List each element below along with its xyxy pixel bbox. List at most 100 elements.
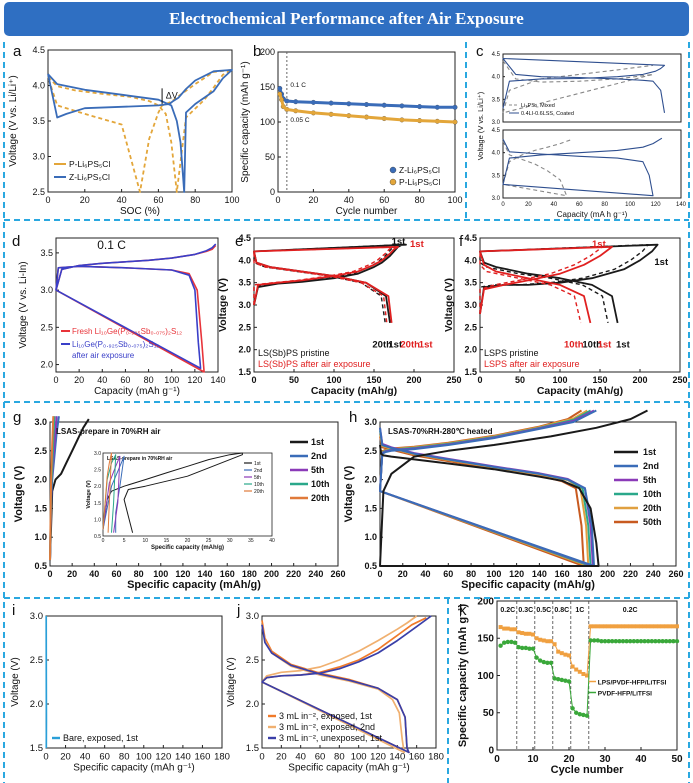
y-tick-label: 1.5	[246, 743, 259, 754]
panel-label: j	[236, 602, 240, 619]
x-tick-label: 40	[89, 569, 99, 579]
x-tick-label: 250	[672, 375, 687, 385]
legend-label: 3 mL in⁻², unexposed, 1st	[279, 733, 382, 743]
y-tick-label: 3.0	[32, 152, 45, 162]
x-tick-label: 120	[155, 752, 171, 763]
legend-label: LS(Sb)PS after air exposure	[258, 359, 371, 369]
legend-label: 20th	[643, 503, 662, 513]
series-line	[261, 615, 418, 754]
legend-label: after air exposure	[72, 351, 135, 360]
y-tick-label: 1.5	[238, 367, 251, 377]
y-tick-label: 3.5	[492, 97, 501, 103]
x-tick-label: 180	[242, 569, 257, 579]
x-tick-label: 100	[351, 752, 367, 763]
y-axis-label: Voltage (V vs. Li/Li⁺)	[476, 91, 485, 160]
y-tick-label: 1.5	[364, 503, 377, 513]
y-tick-label: 4.5	[32, 45, 45, 55]
y-tick-label: 2.0	[40, 360, 53, 370]
panel-label: f	[459, 233, 464, 250]
panel-k: k 0 10 20 30 40 50 0 50 100 150 200 Cycle number Spec…	[457, 596, 683, 776]
y-tick-label: 100	[477, 671, 494, 682]
legend-label: LSPS pristine	[484, 348, 539, 358]
series-line	[49, 416, 55, 561]
curve-label: 10th	[564, 339, 584, 350]
series-line	[502, 57, 666, 113]
x-tick-label: 150	[366, 375, 381, 385]
y-tick-label: 3.0	[34, 417, 47, 427]
x-axis-label: Specific capacity (mAh g⁻¹)	[73, 763, 194, 774]
series-line	[49, 418, 90, 561]
x-tick-label: 40	[635, 754, 647, 765]
x-axis-label: Cycle number	[336, 206, 398, 217]
x-tick-label: 180	[214, 752, 230, 763]
x-tick-label: 60	[153, 195, 163, 205]
legend-label: 10th	[643, 489, 662, 499]
x-tick-label: 40	[421, 569, 431, 579]
curve-label: 20th	[400, 339, 420, 350]
y-tick-label: 4.5	[492, 128, 501, 134]
curve-label: 20th	[372, 339, 392, 350]
x-tick-label: 60	[443, 569, 453, 579]
inset-frame	[102, 452, 273, 537]
y-tick-label: 3.5	[32, 116, 45, 126]
x-tick-label: 250	[446, 375, 461, 385]
series-line	[261, 615, 432, 754]
y-tick-label: 2.5	[32, 187, 45, 197]
rate-label: 0.5C	[536, 607, 551, 614]
x-tick-label: 140	[210, 375, 225, 385]
curve-label: 1st	[392, 237, 407, 248]
legend-label: 1st	[643, 447, 656, 457]
x-tick-label: 60	[315, 752, 326, 763]
series-line	[47, 69, 233, 193]
y-tick-label: 3.5	[464, 278, 477, 288]
x-tick-label: 40	[344, 195, 354, 205]
y-tick-label: 0.5	[34, 561, 47, 571]
y-axis-label: Voltage (V)	[86, 480, 92, 508]
x-tick-label: 160	[409, 752, 425, 763]
x-tick-label: 180	[577, 569, 592, 579]
y-tick-label: 3.0	[492, 196, 501, 202]
y-tick-label: 2.0	[246, 699, 259, 710]
series-line	[500, 639, 677, 717]
y-tick-label: 50	[265, 152, 275, 162]
x-tick-label: 20	[60, 752, 71, 763]
x-tick-label: 0	[53, 375, 58, 385]
x-tick-label: 0	[251, 375, 256, 385]
legend-label: 5th	[311, 465, 325, 475]
series-line	[500, 625, 677, 677]
panel-label: b	[253, 43, 261, 60]
x-tick-label: 20	[308, 195, 318, 205]
series-line	[502, 137, 663, 197]
y-tick-label: 2.5	[40, 322, 53, 332]
x-tick-label: 0	[501, 202, 505, 208]
plot-frame	[502, 129, 682, 199]
x-tick-label: 0	[494, 754, 500, 765]
rate-label: 1C	[575, 607, 584, 614]
x-tick-label: 0	[377, 569, 382, 579]
y-tick-label: 2.5	[30, 655, 43, 666]
x-tick-label: 100	[136, 752, 152, 763]
x-tick-label: 60	[99, 752, 110, 763]
panel-label: g	[13, 409, 21, 426]
legend-label: Li₁₀Ge(P₀.₉₂₅Sb₀.₀₇₅)₂S₁₂	[72, 340, 160, 349]
y-axis-label: Specific capacity (mAh g⁻¹)	[240, 61, 251, 182]
legend-label: 10th	[311, 479, 330, 489]
annotation-rate: 0.1 C	[290, 82, 306, 89]
y-tick-label: 100	[260, 117, 275, 127]
x-axis-label: Specific capacity (mAh/g)	[127, 579, 261, 591]
x-tick-label: 25	[206, 538, 212, 544]
x-axis-label: Capacity (mAh g⁻¹)	[94, 386, 180, 397]
x-tick-label: 140	[175, 752, 191, 763]
x-tick-label: 80	[466, 569, 476, 579]
y-tick-label: 2.5	[238, 322, 251, 332]
x-tick-label: 120	[509, 569, 524, 579]
y-tick-label: 3.0	[246, 611, 259, 622]
legend-label: LSPS after air exposure	[484, 359, 580, 369]
x-tick-label: 0	[102, 538, 105, 544]
y-tick-label: 1.5	[464, 367, 477, 377]
x-tick-label: 20	[185, 538, 191, 544]
curve-label: 1st	[616, 339, 631, 350]
y-axis-label: Voltage (V vs. Li-In)	[18, 261, 29, 348]
x-tick-label: 80	[134, 569, 144, 579]
x-tick-label: 100	[164, 375, 179, 385]
